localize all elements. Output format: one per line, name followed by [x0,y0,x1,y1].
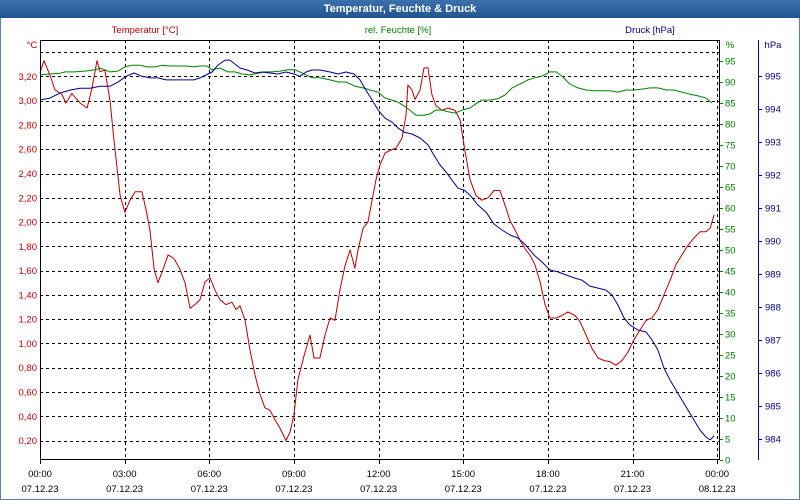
temperature-tick-label: 2,40 [19,169,38,180]
axes: 3,20 3,00 2,80 2,60 2,40 2,20 2,00 1,80 1,60 1,40… [19,40,781,495]
humidity-tick-label: 50 [725,246,736,257]
x-tick-time-label: 12:00 [367,469,391,480]
x-tick-date-label: 08.12.23 [699,484,736,495]
x-tick-date-label: 07.12.23 [529,484,566,495]
temperature-tick-label: 2,20 [19,193,38,204]
temperature-tick-label: 0,20 [19,436,38,447]
humidity-tick-label: 45 [725,267,736,278]
temperature-tick-label: 2,00 [19,218,38,229]
humidity-tick-label: 30 [725,330,736,341]
series-header: Temperatur [°C] rel. Feuchte [%] Druck [… [112,25,675,36]
temperature-line [39,60,715,442]
axis-units: °C % hPa [27,40,783,51]
x-tick-date-label: 07.12.23 [106,484,143,495]
x-tick-date-label: 07.12.23 [22,484,59,495]
pressure-tick-label: 990 [765,236,781,247]
title-bar: Temperatur, Feuchte & Druck [0,0,800,18]
x-tick-date-label: 07.12.23 [191,484,228,495]
humidity-tick-label: 55 [725,225,736,236]
temperature-tick-label: 1,60 [19,266,38,277]
temperature-series-label: Temperatur [°C] [112,25,179,36]
humidity-tick-label: 35 [725,309,736,320]
x-tick-date-label: 07.12.23 [614,484,651,495]
pressure-series-label: Druck [hPa] [625,25,675,36]
humidity-tick-label: 75 [725,141,736,152]
x-tick-date-label: 07.12.23 [445,484,482,495]
temperature-tick-label: 1,80 [19,242,38,253]
humidity-axis-unit: % [726,40,735,51]
temperature-tick-label: 2,80 [19,121,38,132]
humidity-tick-label: 5 [725,435,730,446]
temperature-tick-label: 0,40 [19,412,38,423]
pressure-tick-label: 993 [765,137,781,148]
pressure-line [39,59,715,441]
humidity-tick-label: 20 [725,372,736,383]
humidity-tick-label: 25 [725,351,736,362]
temperature-tick-label: 0,60 [19,388,38,399]
humidity-tick-label: 80 [725,120,736,131]
x-tick-date-label: 07.12.23 [360,484,397,495]
humidity-tick-label: 40 [725,288,736,299]
humidity-tick-label: 90 [725,78,736,89]
temperature-tick-label: 1,00 [19,339,38,350]
x-tick-date-label: 07.12.23 [275,484,312,495]
x-tick-time-label: 18:00 [536,469,560,480]
temperature-axis-unit: °C [27,40,38,51]
temperature-tick-label: 1,20 [19,315,38,326]
x-tick-time-label: 06:00 [197,469,221,480]
pressure-tick-label: 992 [765,170,781,181]
temperature-tick-label: 3,00 [19,96,38,107]
humidity-tick-label: 10 [725,414,736,425]
x-tick-time-label: 03:00 [113,469,137,480]
pressure-tick-label: 988 [765,302,781,313]
temperature-tick-label: 1,40 [19,290,38,301]
humidity-tick-label: 0 [725,456,730,467]
pressure-tick-label: 985 [765,401,781,412]
x-tick-time-label: 00:00 [28,469,52,480]
humidity-tick-label: 70 [725,162,736,173]
x-tick-time-label: 09:00 [282,469,306,480]
humidity-tick-label: 15 [725,393,736,404]
series-lines [39,59,715,442]
humidity-tick-label: 95 [725,57,736,68]
x-tick-time-label: 15:00 [451,469,475,480]
temperature-tick-label: 3,20 [19,72,38,83]
temperature-tick-label: 2,60 [19,145,38,156]
x-tick-time-label: 00:00 [705,469,729,480]
humidity-tick-label: 65 [725,183,736,194]
humidity-series-label: rel. Feuchte [%] [365,25,432,36]
pressure-tick-label: 991 [765,203,781,214]
pressure-tick-label: 986 [765,368,781,379]
pressure-tick-label: 984 [765,434,781,445]
pressure-tick-label: 994 [765,105,781,116]
pressure-tick-label: 995 [765,72,781,83]
x-tick-time-label: 21:00 [621,469,645,480]
pressure-tick-label: 989 [765,269,781,280]
humidity-tick-label: 85 [725,99,736,110]
pressure-tick-label: 987 [765,335,781,346]
plot-border [40,40,720,460]
temperature-tick-label: 0,80 [19,363,38,374]
humidity-line [39,64,713,116]
humidity-tick-label: 60 [725,204,736,215]
grid [40,40,720,460]
pressure-axis-unit: hPa [765,40,783,51]
